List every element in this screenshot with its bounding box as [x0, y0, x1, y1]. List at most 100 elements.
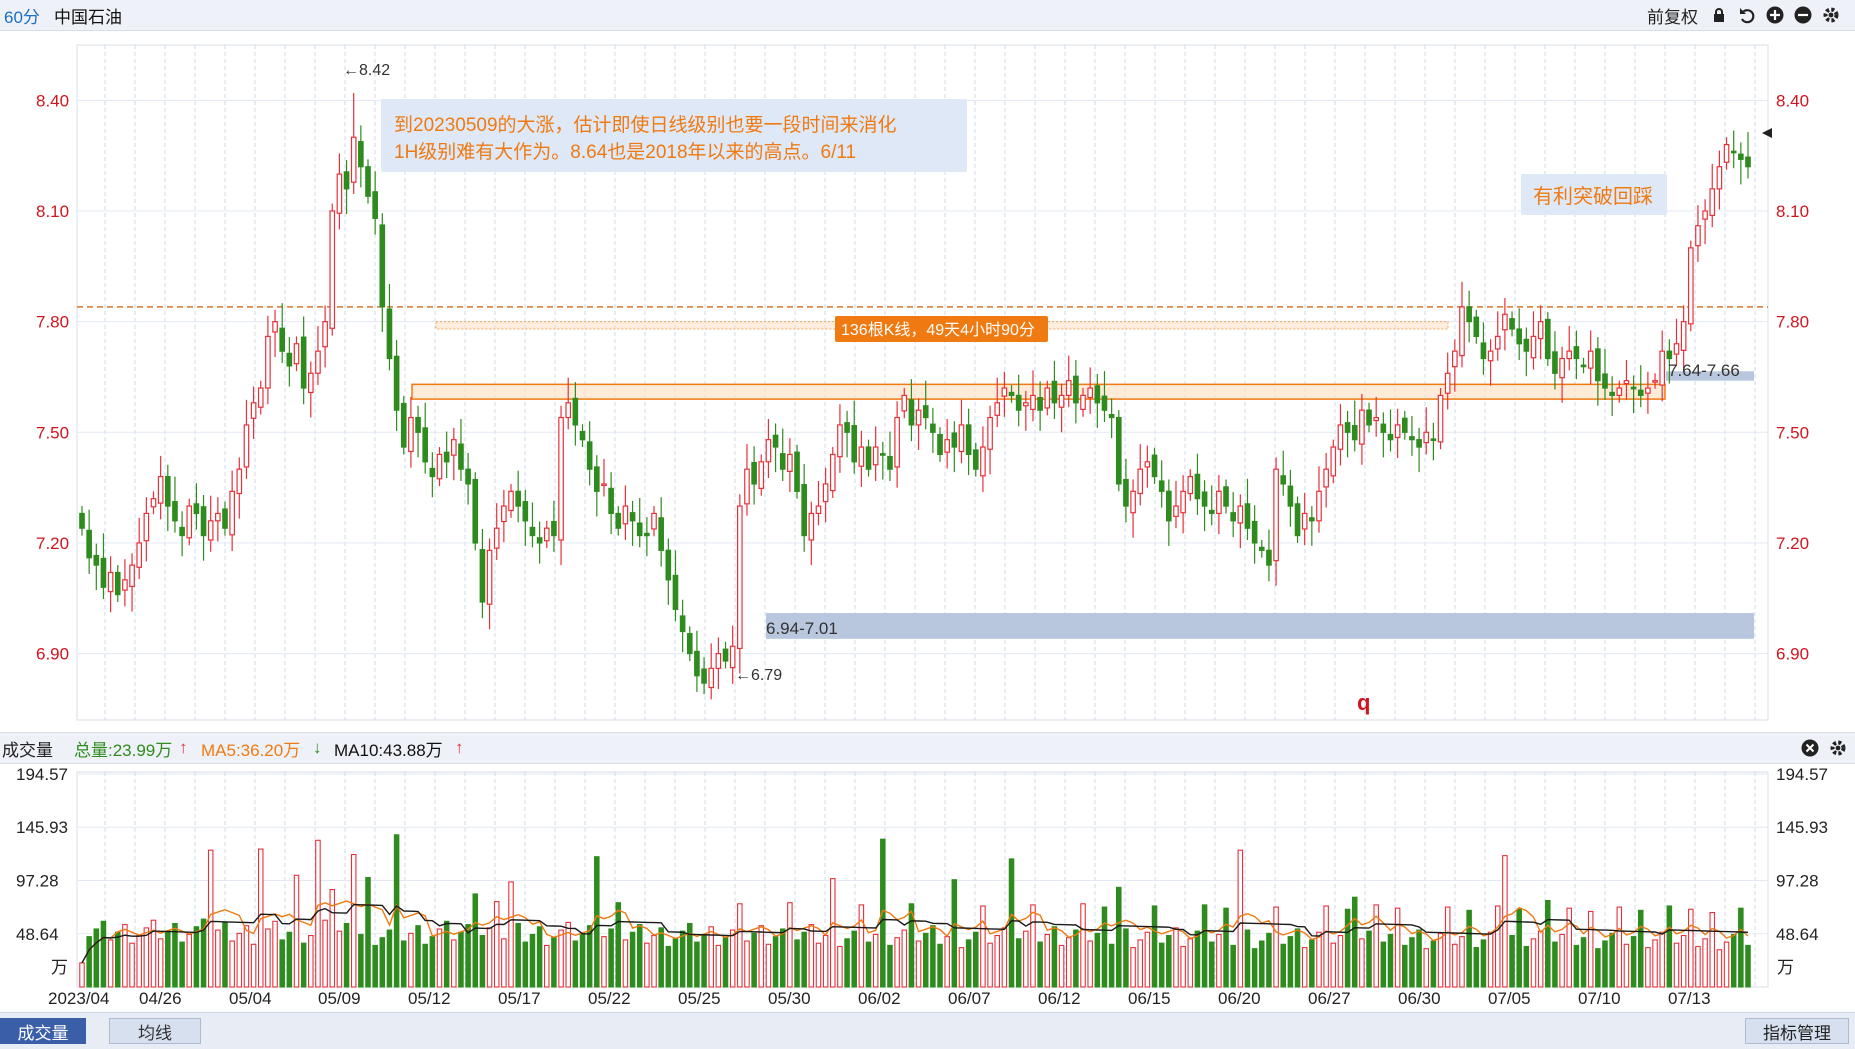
volume-bar [1630, 936, 1637, 988]
close-icon[interactable] [1800, 738, 1820, 758]
candle-body [951, 432, 958, 448]
indicator-manage-button[interactable]: 指标管理 [1745, 1018, 1849, 1044]
candle-body [722, 648, 729, 662]
volume-bar [615, 902, 622, 988]
x-tick-label: 05/25 [678, 989, 721, 1008]
candle-body [1494, 335, 1501, 350]
volume-bar [386, 929, 393, 988]
candle-body [1180, 490, 1186, 514]
volume-bar [1151, 905, 1158, 988]
x-tick-label: 05/12 [408, 989, 451, 1008]
range-box-1 [411, 383, 1666, 400]
volume-bar [1666, 905, 1673, 988]
candle-body [1316, 490, 1322, 522]
volume-bar [937, 943, 943, 988]
volume-chart[interactable]: 194.57 194.57 145.93 145.93 97.28 97.28 48.64 4… [0, 762, 1855, 1012]
volume-unit-left: 万 [51, 958, 68, 977]
x-tick-label: 05/09 [318, 989, 361, 1008]
candle-body [1044, 387, 1051, 409]
candle-body [1115, 416, 1122, 485]
undo-icon[interactable] [1737, 5, 1757, 25]
volume-ma10: MA10:43.88万 [334, 740, 443, 760]
volume-ma5: MA5:36.20万 [201, 740, 301, 760]
x-tick-label: 04/26 [139, 989, 182, 1008]
volume-bar [708, 926, 714, 988]
candle-body [1630, 386, 1637, 390]
volume-bar [901, 929, 908, 988]
gear-icon[interactable] [1821, 5, 1841, 25]
lock-icon[interactable] [1709, 5, 1729, 25]
volume-gear-icon[interactable] [1828, 738, 1848, 758]
candle-body [822, 483, 829, 503]
zone1-label: 7.64-7.66 [1668, 361, 1740, 380]
volume-bar [672, 938, 679, 988]
tab-volume[interactable]: 成交量 [0, 1018, 86, 1044]
volume-bar [1645, 947, 1651, 988]
candle-body [751, 461, 757, 485]
candle-body [701, 668, 707, 684]
volume-bar [1602, 940, 1608, 988]
volume-bar [1730, 933, 1737, 988]
volume-bar [243, 925, 250, 988]
candle-body [686, 633, 693, 655]
x-tick-label: 2023/04 [48, 989, 109, 1008]
price-tick-right: 6.90 [1776, 645, 1809, 664]
adjust-toggle[interactable]: 前复权 [1647, 7, 1698, 27]
candle-body [615, 512, 622, 529]
candle-body [808, 512, 815, 541]
candle-body [1380, 423, 1387, 433]
volume-tick-left: 48.64 [16, 925, 59, 944]
candle-body [1444, 372, 1451, 394]
volume-bar [1101, 906, 1108, 988]
candle-body [1123, 478, 1129, 507]
volume-bar [922, 932, 929, 988]
candle-body [322, 321, 328, 348]
candle-body [1237, 505, 1244, 524]
candle-body [193, 503, 200, 515]
candle-body [829, 453, 836, 492]
volume-bar [1044, 933, 1051, 988]
candle-body [1559, 357, 1565, 379]
volume-bar [1509, 934, 1515, 988]
zoom-out-icon[interactable] [1793, 5, 1813, 25]
volume-bar [715, 944, 722, 988]
volume-tick-right: 48.64 [1776, 925, 1819, 944]
volume-bar [1609, 932, 1615, 988]
volume-bar [1537, 930, 1544, 988]
candle-body [1366, 409, 1372, 426]
candle-body [1516, 328, 1523, 345]
volume-bar [980, 905, 986, 988]
price-chart[interactable]: 8.40 8.40 8.10 8.10 7.80 7.80 7.50 7.50 7.20 7.20… [0, 0, 1855, 732]
note2-text: 有利突破回踩 [1533, 185, 1653, 208]
volume-bar [308, 934, 314, 988]
volume-bar [1616, 906, 1623, 988]
candle-body [522, 501, 529, 522]
candle-body [815, 505, 822, 515]
candle-body [1659, 350, 1666, 386]
volume-bar [579, 932, 586, 988]
volume-bar [379, 937, 386, 988]
candle-body [1652, 380, 1658, 383]
volume-bar [1216, 933, 1222, 988]
candle-body [436, 453, 443, 480]
candle-body [965, 424, 972, 456]
candle-body [987, 416, 993, 450]
candle-body [636, 522, 643, 537]
price-tick-right: 7.80 [1776, 313, 1809, 332]
candle-body [622, 505, 629, 525]
volume-bar [79, 962, 85, 988]
count-tag-box [835, 316, 1048, 342]
volume-bar [622, 939, 629, 988]
tab-ma[interactable]: 均线 [109, 1018, 201, 1044]
candle-body [1166, 490, 1172, 522]
volume-bar [701, 933, 707, 988]
period-label[interactable]: 60分 [4, 7, 40, 27]
zoom-in-icon[interactable] [1765, 5, 1785, 25]
candle-body [122, 579, 128, 591]
candle-body [1645, 387, 1651, 394]
volume-bar [229, 940, 235, 988]
price-tick-left: 8.40 [36, 91, 69, 110]
volume-bar [1530, 938, 1537, 988]
candle-body [1244, 503, 1251, 529]
volume-bar [522, 941, 529, 988]
